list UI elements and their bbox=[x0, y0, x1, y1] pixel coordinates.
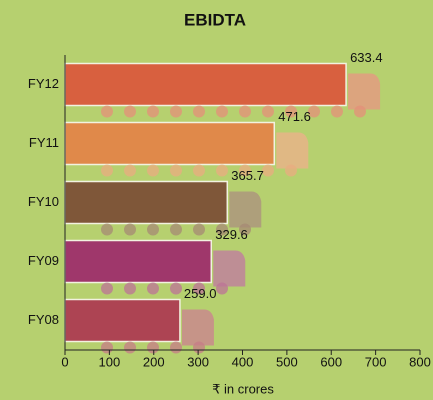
truck-cab bbox=[276, 132, 309, 169]
wheel bbox=[262, 164, 274, 177]
wheel bbox=[170, 223, 182, 236]
wheel bbox=[193, 105, 205, 118]
wheel bbox=[147, 164, 159, 177]
bar bbox=[64, 180, 229, 225]
x-tick-label: 0 bbox=[61, 354, 68, 369]
x-tick-label: 100 bbox=[99, 354, 121, 369]
truck-cab bbox=[213, 250, 246, 287]
wheel bbox=[101, 341, 113, 354]
y-tick-label: FY11 bbox=[29, 135, 59, 150]
wheel bbox=[147, 341, 159, 354]
value-label: 365.7 bbox=[231, 168, 264, 183]
bar bbox=[64, 239, 213, 284]
y-tick-label: FY10 bbox=[28, 194, 59, 209]
x-tick-label: 300 bbox=[187, 354, 209, 369]
wheel bbox=[193, 164, 205, 177]
wheel bbox=[193, 282, 205, 295]
x-tick-label: 500 bbox=[276, 354, 298, 369]
wheel bbox=[124, 341, 136, 354]
wheel bbox=[193, 341, 205, 354]
wheel bbox=[216, 223, 228, 236]
wheel bbox=[124, 164, 136, 177]
wheel bbox=[101, 282, 113, 295]
wheel bbox=[170, 341, 182, 354]
wheel bbox=[239, 164, 251, 177]
y-tick-label: FY12 bbox=[28, 76, 59, 91]
wheel bbox=[124, 105, 136, 118]
wheel bbox=[216, 282, 228, 295]
wheel bbox=[101, 105, 113, 118]
wheel bbox=[124, 223, 136, 236]
x-tick-label: 800 bbox=[409, 354, 431, 369]
wheel bbox=[262, 105, 274, 118]
x-tick-label: 600 bbox=[320, 354, 342, 369]
wheel bbox=[101, 223, 113, 236]
wheel bbox=[216, 164, 228, 177]
wheel bbox=[308, 105, 320, 118]
wheel bbox=[147, 282, 159, 295]
truck-cab bbox=[181, 309, 214, 346]
wheel bbox=[147, 223, 159, 236]
x-tick-label: 200 bbox=[143, 354, 165, 369]
chart-title: EBIDTA bbox=[184, 10, 246, 29]
wheel bbox=[124, 282, 136, 295]
value-label: 471.6 bbox=[278, 109, 311, 124]
truck-cab bbox=[229, 191, 262, 228]
truck-cab bbox=[348, 73, 381, 110]
wheel bbox=[170, 164, 182, 177]
value-label: 259.0 bbox=[184, 286, 217, 301]
wheel bbox=[239, 223, 251, 236]
wheel bbox=[216, 105, 228, 118]
y-tick-label: FY08 bbox=[28, 312, 59, 327]
bar bbox=[64, 121, 276, 166]
bar bbox=[64, 298, 181, 343]
wheel bbox=[170, 282, 182, 295]
wheel bbox=[285, 164, 297, 177]
wheel bbox=[354, 105, 366, 118]
bar bbox=[64, 62, 347, 107]
wheel bbox=[331, 105, 343, 118]
wheel bbox=[193, 223, 205, 236]
wheel bbox=[147, 105, 159, 118]
x-axis-label: ₹ in crores bbox=[212, 381, 274, 396]
wheel bbox=[101, 164, 113, 177]
value-label: 329.6 bbox=[215, 227, 248, 242]
wheel bbox=[170, 105, 182, 118]
wheel bbox=[285, 105, 297, 118]
wheel bbox=[239, 105, 251, 118]
y-tick-label: FY09 bbox=[28, 253, 59, 268]
x-tick-label: 400 bbox=[232, 354, 254, 369]
x-tick-label: 700 bbox=[365, 354, 387, 369]
value-label: 633.4 bbox=[350, 50, 383, 65]
